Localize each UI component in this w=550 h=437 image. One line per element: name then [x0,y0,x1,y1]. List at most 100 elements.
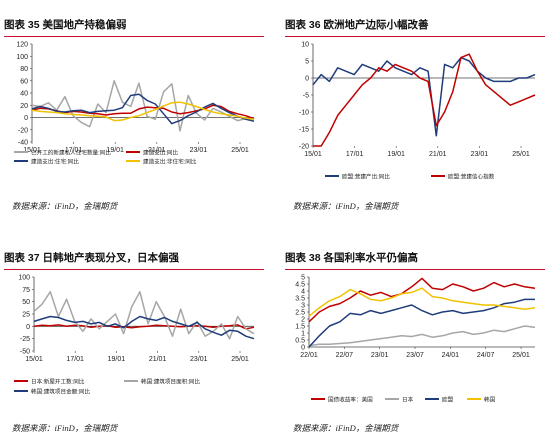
x-tick-label: 17/01 [65,147,83,154]
series-line-3 [31,101,255,122]
x-tick-label: 23/07 [406,352,424,359]
series-line-0 [308,277,536,323]
x-tick-label: 19/01 [387,151,405,158]
y-tick-label: -25 [20,336,30,343]
x-tick-label: 23/01 [371,352,389,359]
legend-label: 建造支出:非住宅:同比 [143,158,197,166]
source-note: 数据来源：iFinD，金瑞期货 [12,423,118,433]
y-tick-label: 3.5 [295,296,305,303]
y-tick-label: 5 [305,59,309,66]
y-tick-label: 5 [301,275,305,282]
y-tick-label: 1.5 [295,324,305,331]
title-underline [285,36,545,37]
y-tick-label: -50 [20,349,30,356]
y-tick-label: 100 [16,54,28,61]
series-line-1 [313,53,536,147]
x-tick-label: 21/01 [149,356,167,363]
x-tick-label: 21/01 [148,147,166,154]
series-line-1 [33,291,255,340]
x-tick-label: 24/07 [477,352,495,359]
chart-36: -20 -15 -10 -5 0 5 10 15/01 17/01 19/01 21/01 23/01… [299,42,536,181]
x-tick-label: 19/01 [108,356,126,363]
legend-label: 已开工的新建私人住宅数量:同比 [31,149,111,157]
legend-label: 欧盟:营建产出:同比 [342,173,390,181]
y-tick-label: 3 [301,303,305,310]
series-line-0 [33,324,255,330]
y-tick-label: -20 [18,127,28,134]
legend-label: 日本 [402,396,414,404]
y-tick-label: 2.5 [295,310,305,317]
legend-label: 日本:新屋开工数:同比 [31,378,85,386]
x-tick-label: 24/01 [442,352,460,359]
y-tick-label: 10 [301,42,309,49]
chart-38: 00.511.522.533.544.55 22/01 22/07 23/01 23/0… [295,275,536,404]
y-tick-label: 0 [26,324,30,331]
x-tick-label: 23/01 [190,147,208,154]
x-tick-label: 25/01 [231,147,249,154]
title-underline [285,269,545,270]
y-tick-label: 25 [22,312,30,319]
y-tick-label: -15 [299,127,309,134]
x-tick-label: 21/01 [429,151,447,158]
y-tick-label: -10 [299,110,309,117]
x-tick-label: 23/01 [190,356,208,363]
x-tick-label: 19/01 [106,147,124,154]
x-tick-label: 22/01 [300,352,318,359]
source-note: 数据来源：iFinD，金瑞期货 [293,423,399,433]
x-tick-label: 23/01 [471,151,489,158]
series-line-1 [308,325,536,347]
title-underline [4,36,264,37]
series-line-2 [33,315,255,340]
series-line-0 [31,80,255,132]
y-tick-label: 60 [20,78,28,85]
legend-label: 欧盟 [442,396,454,404]
y-tick-label: 2 [301,317,305,324]
title-underline [4,269,264,270]
y-tick-label: 0 [305,76,309,83]
x-tick-label: 17/01 [66,356,84,363]
x-tick-label: 15/01 [23,147,41,154]
chart-title: 图表 35 美国地产持稳偏弱 [4,19,127,31]
legend-label: 韩国:建筑项目面积:同比 [141,378,200,386]
x-tick-label: 15/01 [304,151,322,158]
y-tick-label: 100 [18,275,30,282]
legend-label: 国债收益率：美国 [328,396,373,404]
x-tick-label: 15/01 [25,356,43,363]
y-tick-label: 120 [16,42,28,49]
legend-label: 建造支出:住宅:同比 [31,158,79,166]
y-tick-label: -20 [299,144,309,151]
x-tick-label: 25/01 [512,352,530,359]
y-tick-label: 20 [20,103,28,110]
y-tick-label: -5 [303,93,309,100]
x-tick-label: 25/01 [512,151,530,158]
series-line-2 [31,93,255,125]
source-note: 数据来源：iFinD，金瑞期货 [293,201,399,211]
y-tick-label: 4.5 [295,282,305,289]
y-tick-label: 75 [22,287,30,294]
x-tick-label: 25/01 [231,356,249,363]
legend-label: 建造支出:同比 [143,149,179,157]
y-tick-label: 0 [301,345,305,352]
chart-title: 图表 38 各国利率水平仍偏高 [285,252,419,264]
series-line-2 [308,298,535,348]
chart-35: -40 -20 0 20 40 60 80 100 120 15/01 17/01 19/01 21/0… [14,42,255,166]
y-tick-label: 0 [24,115,28,122]
series-line-3 [308,287,536,317]
y-tick-label: 1 [301,331,305,338]
y-tick-label: 40 [20,91,28,98]
x-tick-label: 22/07 [336,352,354,359]
source-note: 数据来源：iFinD，金瑞期货 [12,201,118,211]
legend-label: 欧盟:营建信心指数 [448,173,495,181]
chart-37: -50 -25 0 25 50 75 100 15/01 17/01 19/01 21/01 23/0… [14,275,255,396]
legend-label: 韩国:建筑项目金额:同比 [31,388,90,396]
y-tick-label: 4 [301,289,305,296]
y-tick-label: 0.5 [295,338,305,345]
legend-label: 韩国 [484,396,496,404]
series-line-0 [312,56,536,137]
chart-title: 图表 37 日韩地产表现分叉，日本偏强 [4,252,180,264]
y-tick-label: 80 [20,66,28,73]
y-tick-label: -40 [18,140,28,147]
x-tick-label: 17/01 [346,151,364,158]
y-tick-label: 50 [22,299,30,306]
chart-title: 图表 36 欧洲地产边际小幅改善 [285,19,429,31]
